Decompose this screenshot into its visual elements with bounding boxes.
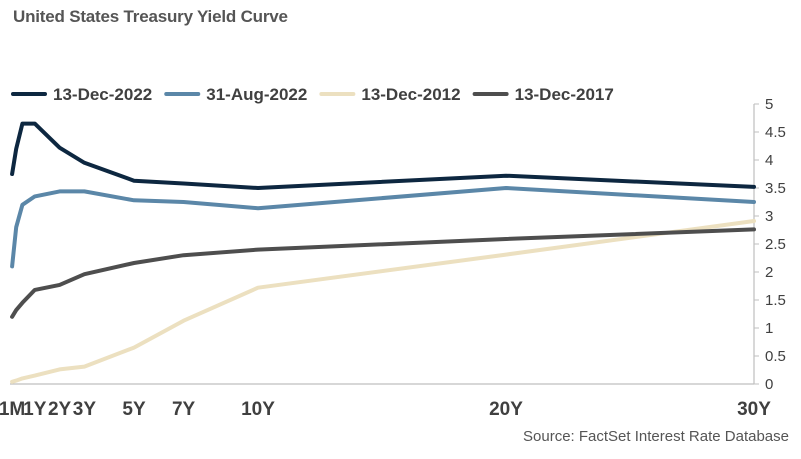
y-tick-label-3: 3 — [765, 208, 773, 225]
series-line-31-aug-2022 — [10, 186, 756, 269]
legend-label: 31-Aug-2022 — [206, 85, 307, 104]
legend-item-31-aug-2022: 31-Aug-2022 — [164, 85, 307, 104]
series-line-13-dec-2022 — [10, 121, 756, 190]
y-tick-label-2-5: 2.5 — [765, 236, 786, 253]
x-tick-label-2y: 2Y — [48, 399, 72, 420]
legend-item-13-dec-2012: 13-Dec-2012 — [319, 85, 461, 104]
x-tick-label-7y: 7Y — [172, 399, 196, 420]
x-tick-label-30y: 30Y — [737, 399, 771, 420]
y-axis: 0 0.5 1 1.5 2 2.5 3 3.5 4 4.5 5 — [10, 96, 786, 393]
y-tick-label-3-5: 3.5 — [765, 180, 786, 197]
x-tick-label-1m: 1M — [0, 399, 25, 420]
plot-area — [10, 121, 756, 384]
y-tick-label-0: 0 — [765, 376, 773, 393]
series-line-13-dec-2017 — [10, 227, 756, 319]
x-tick-label-10y: 10Y — [241, 399, 275, 420]
y-tick-label-4: 4 — [765, 152, 773, 169]
legend-label: 13-Dec-2017 — [515, 85, 614, 104]
y-tick-label-1-5: 1.5 — [765, 292, 786, 309]
y-tick-label-4-5: 4.5 — [765, 124, 786, 141]
x-tick-label-5y: 5Y — [122, 399, 146, 420]
chart-title: United States Treasury Yield Curve — [13, 7, 288, 26]
legend-item-13-dec-2017: 13-Dec-2017 — [472, 85, 614, 104]
x-tick-label-20y: 20Y — [489, 399, 523, 420]
x-tick-label-1y: 1Y — [23, 399, 47, 420]
y-tick-label-0-5: 0.5 — [765, 348, 786, 365]
source-note: Source: FactSet Interest Rate Database — [523, 428, 789, 445]
y-tick-label-5: 5 — [765, 96, 773, 113]
x-tick-label-3y: 3Y — [73, 399, 97, 420]
series-line-13-dec-2012 — [10, 219, 756, 384]
legend-label: 13-Dec-2012 — [361, 85, 460, 104]
legend-item-13-dec-2022: 13-Dec-2022 — [11, 85, 152, 104]
legend-label: 13-Dec-2022 — [53, 85, 152, 104]
y-tick-label-2: 2 — [765, 264, 773, 281]
y-tick-label-1: 1 — [765, 320, 773, 337]
legend: 13-Dec-2022 31-Aug-2022 13-Dec-2012 13-Dec-… — [11, 85, 614, 104]
